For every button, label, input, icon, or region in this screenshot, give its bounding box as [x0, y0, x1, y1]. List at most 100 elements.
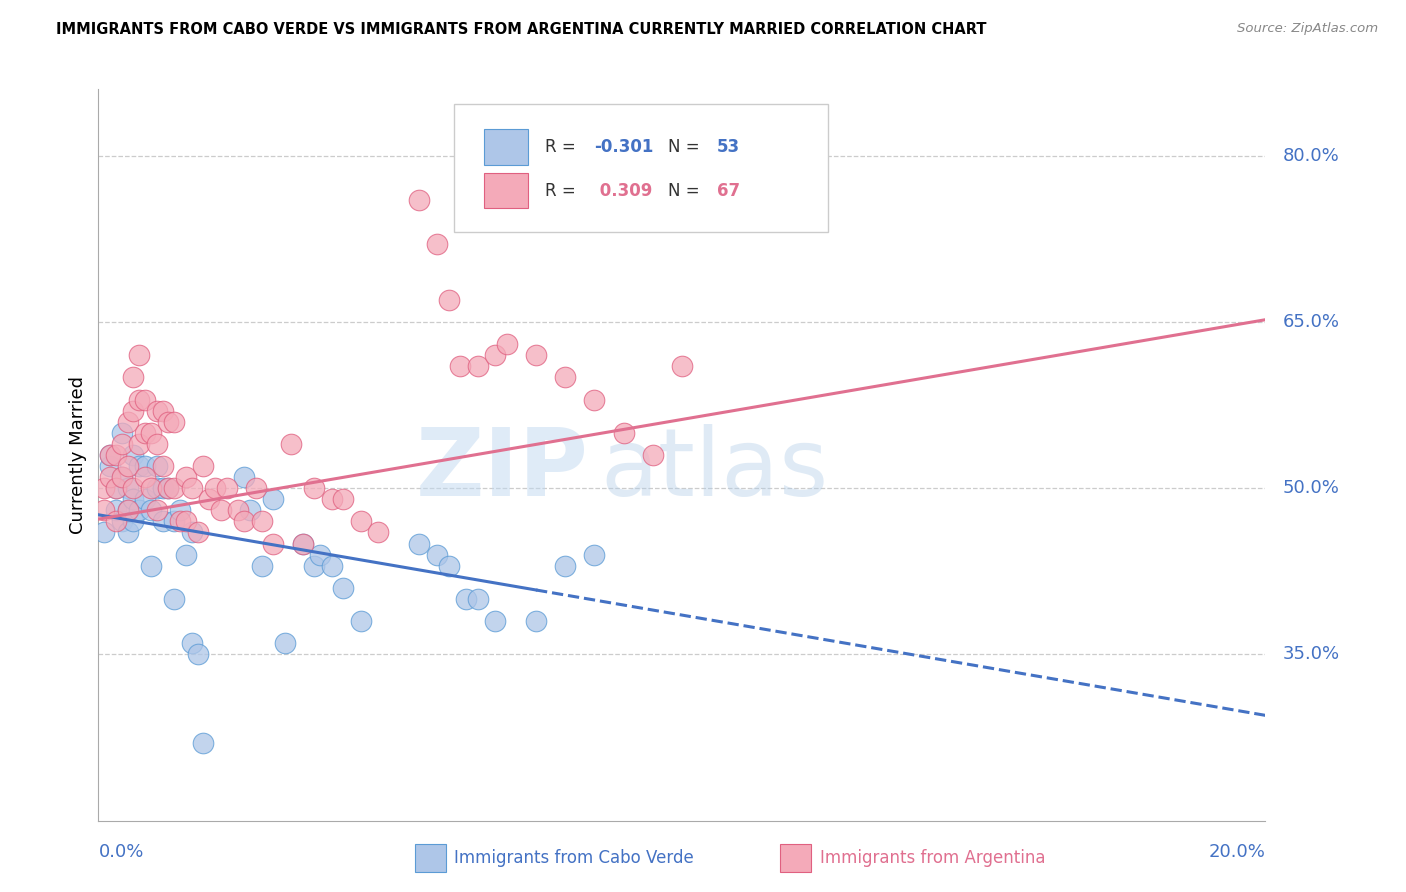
Point: [104, 481, 127, 495]
Point: [152, 403, 174, 417]
Point: [198, 492, 221, 507]
Point: [98, 458, 121, 473]
Point: [209, 503, 232, 517]
Text: 53: 53: [717, 138, 740, 156]
Text: 80.0%: 80.0%: [1282, 146, 1340, 165]
Point: [122, 370, 145, 384]
Text: -0.301: -0.301: [595, 138, 654, 156]
Point: [274, 636, 297, 650]
Point: [139, 425, 162, 440]
Point: [304, 558, 326, 573]
Point: [157, 481, 180, 495]
Point: [146, 437, 169, 451]
Point: [174, 548, 197, 562]
Text: ZIP: ZIP: [416, 424, 589, 516]
Text: 35.0%: 35.0%: [1282, 646, 1340, 664]
Point: [128, 458, 150, 473]
Point: [554, 370, 576, 384]
Point: [484, 348, 506, 362]
Point: [437, 558, 460, 573]
Text: IMMIGRANTS FROM CABO VERDE VS IMMIGRANTS FROM ARGENTINA CURRENTLY MARRIED CORREL: IMMIGRANTS FROM CABO VERDE VS IMMIGRANTS…: [56, 22, 987, 37]
Point: [117, 415, 139, 429]
Point: [228, 503, 250, 517]
Point: [134, 492, 156, 507]
Point: [169, 515, 191, 529]
Point: [93, 525, 115, 540]
Text: Immigrants from Argentina: Immigrants from Argentina: [820, 849, 1045, 867]
Text: N =: N =: [668, 138, 704, 156]
Point: [122, 481, 145, 495]
Point: [128, 503, 150, 517]
Point: [467, 359, 489, 374]
Text: 0.0%: 0.0%: [98, 843, 143, 861]
Point: [449, 359, 471, 374]
Text: Source: ZipAtlas.com: Source: ZipAtlas.com: [1237, 22, 1378, 36]
Point: [304, 481, 326, 495]
Text: R =: R =: [546, 182, 581, 200]
Point: [280, 437, 302, 451]
Text: R =: R =: [546, 138, 581, 156]
Point: [408, 536, 430, 550]
Point: [180, 525, 202, 540]
Point: [128, 392, 150, 407]
FancyBboxPatch shape: [484, 173, 527, 209]
Point: [117, 458, 139, 473]
Point: [139, 481, 162, 495]
Text: 20.0%: 20.0%: [1209, 843, 1265, 861]
Text: N =: N =: [668, 182, 704, 200]
FancyBboxPatch shape: [454, 103, 828, 232]
Point: [98, 448, 121, 462]
Point: [193, 736, 215, 750]
Point: [104, 481, 127, 495]
Point: [367, 525, 389, 540]
Point: [117, 525, 139, 540]
Text: 67: 67: [717, 182, 740, 200]
Point: [671, 359, 693, 374]
Point: [204, 481, 226, 495]
Point: [93, 503, 115, 517]
Point: [321, 558, 343, 573]
Point: [426, 548, 449, 562]
Point: [332, 581, 354, 595]
Point: [350, 614, 373, 628]
Point: [146, 503, 169, 517]
Point: [437, 293, 460, 307]
Point: [122, 515, 145, 529]
Point: [180, 636, 202, 650]
Point: [111, 515, 134, 529]
Point: [134, 458, 156, 473]
Point: [187, 525, 209, 540]
FancyBboxPatch shape: [484, 129, 527, 164]
Point: [104, 448, 127, 462]
Point: [152, 515, 174, 529]
Point: [239, 503, 262, 517]
Point: [524, 348, 547, 362]
Point: [163, 415, 186, 429]
Point: [134, 425, 156, 440]
Point: [233, 515, 256, 529]
Point: [128, 437, 150, 451]
Point: [152, 481, 174, 495]
Point: [146, 481, 169, 495]
Point: [484, 614, 506, 628]
Point: [309, 548, 332, 562]
Point: [250, 558, 273, 573]
Point: [163, 481, 186, 495]
Point: [117, 503, 139, 517]
Point: [193, 458, 215, 473]
Point: [408, 193, 430, 207]
Point: [554, 558, 576, 573]
Point: [157, 481, 180, 495]
Point: [122, 492, 145, 507]
Point: [128, 348, 150, 362]
Point: [104, 503, 127, 517]
Point: [139, 503, 162, 517]
Point: [495, 337, 517, 351]
Point: [117, 481, 139, 495]
Text: 0.309: 0.309: [595, 182, 652, 200]
Text: 65.0%: 65.0%: [1282, 313, 1340, 331]
Point: [215, 481, 238, 495]
Point: [146, 403, 169, 417]
Point: [641, 448, 664, 462]
Y-axis label: Currently Married: Currently Married: [69, 376, 87, 534]
